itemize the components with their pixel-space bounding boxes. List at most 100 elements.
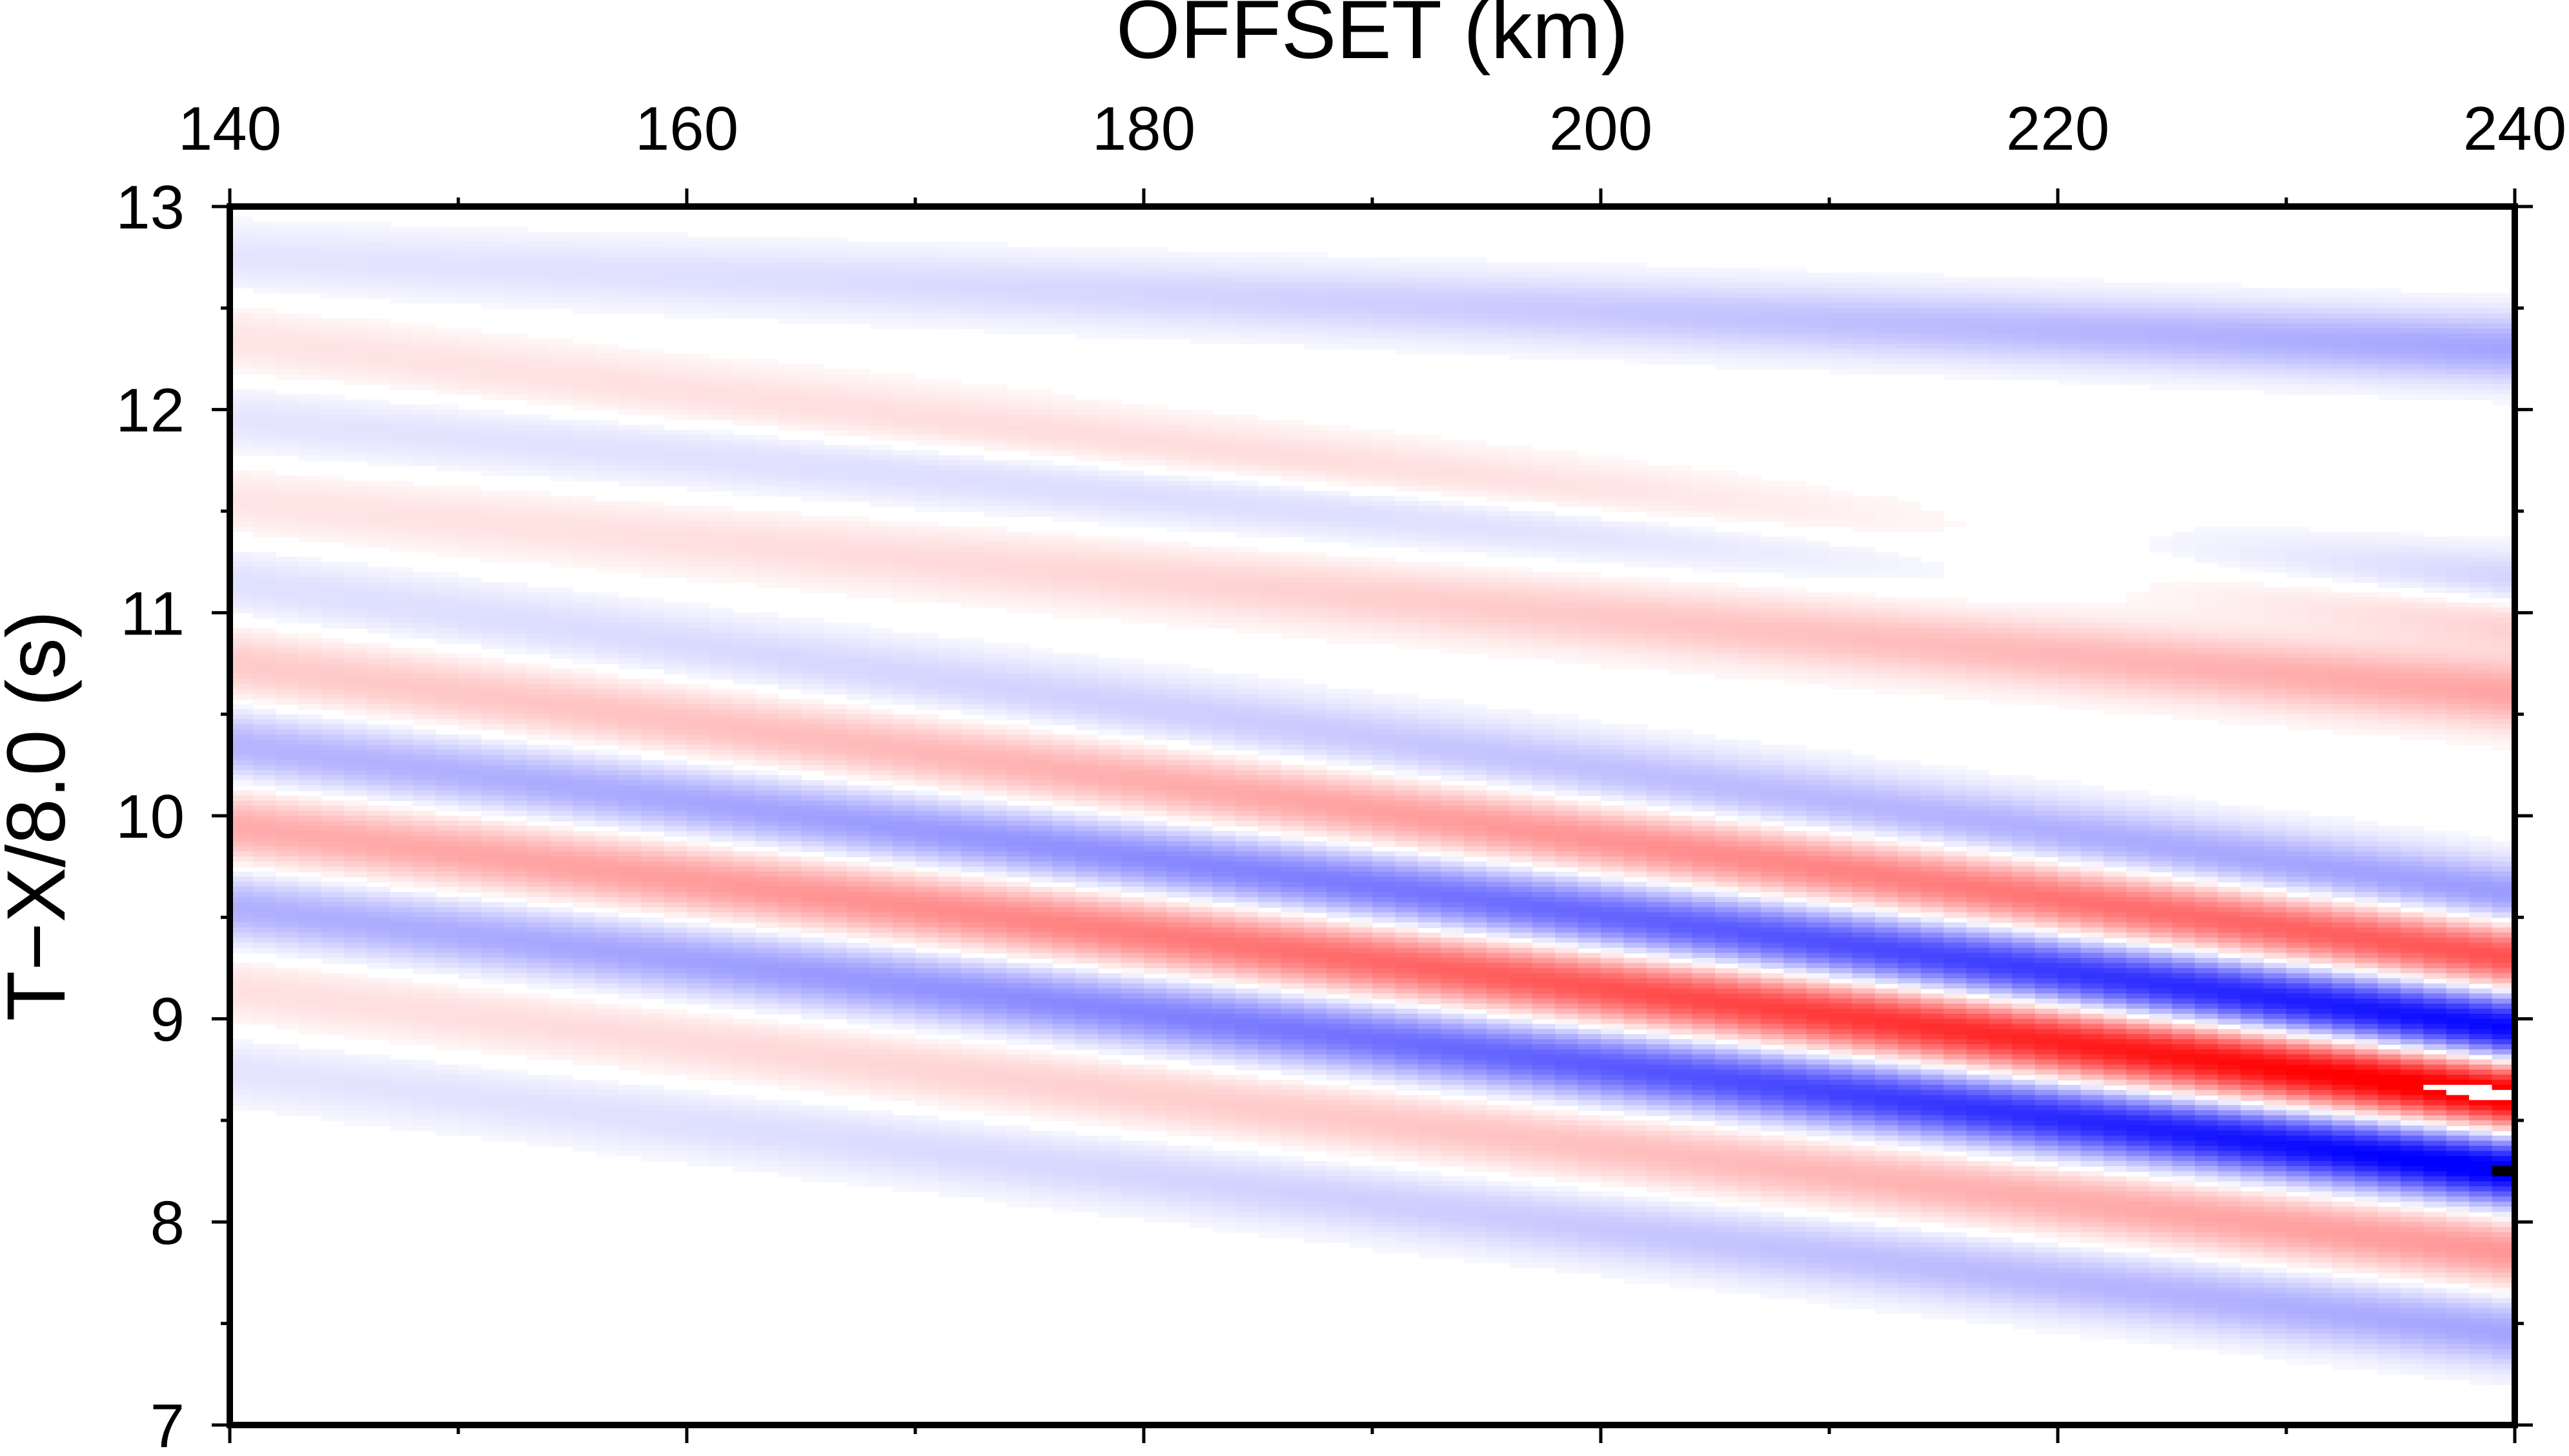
field-cell	[298, 237, 322, 243]
field-cell	[1783, 602, 1807, 609]
field-cell	[869, 272, 893, 279]
field-cell	[1372, 541, 1396, 548]
field-cell	[1417, 567, 1442, 573]
field-cell	[960, 587, 985, 593]
field-cell	[824, 379, 848, 385]
field-cell	[321, 420, 345, 426]
field-cell	[2195, 592, 2219, 598]
field-cell	[1189, 267, 1213, 274]
field-cell	[1303, 343, 1328, 350]
field-cell	[960, 551, 985, 558]
field-cell	[1532, 602, 1556, 609]
field-cell	[503, 379, 528, 385]
field-cell	[344, 597, 368, 603]
field-cell	[1760, 480, 1785, 487]
field-cell	[687, 359, 711, 365]
field-cell	[2286, 338, 2310, 345]
field-cell	[549, 460, 573, 467]
field-cell	[1898, 521, 1922, 527]
field-cell	[1463, 612, 1487, 619]
field-cell	[1372, 323, 1396, 329]
field-cell	[687, 541, 711, 548]
field-cell	[1303, 272, 1328, 279]
field-cell	[435, 577, 459, 583]
field-cell	[1349, 272, 1373, 279]
field-cell	[664, 618, 687, 624]
field-cell	[1441, 333, 1465, 339]
field-cell	[2240, 354, 2264, 359]
field-cell	[458, 247, 482, 253]
field-cell	[389, 480, 414, 487]
field-cell	[481, 551, 505, 558]
field-cell	[481, 450, 505, 456]
field-cell	[1189, 526, 1213, 532]
field-cell	[1235, 567, 1259, 573]
field-cell	[801, 440, 825, 446]
field-cell	[412, 511, 436, 517]
field-cell	[1258, 338, 1282, 345]
field-cell	[1829, 292, 1853, 299]
field-cell	[2309, 547, 2333, 552]
field-cell	[1487, 298, 1510, 304]
field-cell	[549, 541, 573, 548]
field-cell	[1487, 283, 1510, 288]
field-cell	[664, 232, 687, 238]
field-cell	[1806, 618, 1830, 624]
field-cell	[1783, 359, 1807, 365]
field-cell	[1121, 298, 1144, 304]
field-cell	[1235, 313, 1259, 319]
field-cell	[230, 338, 254, 345]
field-cell	[1738, 349, 1762, 355]
field-cell	[732, 460, 756, 467]
field-cell	[1098, 551, 1122, 558]
field-cell	[389, 349, 414, 355]
field-cell	[915, 506, 939, 512]
field-cell	[2240, 308, 2264, 314]
field-cell	[1052, 506, 1076, 512]
field-cell	[1441, 308, 1465, 314]
field-cell	[2080, 333, 2104, 339]
field-cell	[2377, 369, 2401, 375]
field-cell	[1738, 338, 1762, 345]
field-cell	[1920, 618, 1944, 624]
field-cell	[2331, 292, 2356, 299]
field-cell	[1189, 618, 1213, 624]
field-cell	[960, 536, 985, 543]
field-cell	[892, 272, 916, 279]
field-cell	[435, 354, 459, 359]
field-cell	[1509, 490, 1533, 497]
field-cell	[2331, 343, 2356, 350]
field-cell	[1052, 414, 1076, 421]
field-cell	[527, 551, 551, 558]
field-cell	[641, 526, 665, 532]
field-cell	[527, 556, 551, 563]
field-cell	[458, 237, 482, 243]
field-cell	[275, 414, 300, 421]
field-cell	[1441, 612, 1465, 619]
field-cell	[1303, 567, 1328, 573]
field-cell	[1601, 338, 1625, 345]
field-cell	[2446, 328, 2470, 334]
field-cell	[2263, 384, 2287, 390]
field-cell	[915, 267, 939, 274]
field-cell	[2263, 618, 2287, 624]
field-cell	[367, 496, 391, 502]
field-cell	[595, 272, 619, 279]
field-cell	[503, 303, 528, 309]
field-cell	[801, 425, 825, 431]
field-cell	[1760, 283, 1785, 288]
field-cell	[527, 363, 551, 370]
field-cell	[709, 470, 733, 476]
field-cell	[1966, 359, 1990, 365]
field-cell	[275, 283, 300, 288]
field-cell	[1555, 577, 1579, 583]
field-cell	[2331, 567, 2356, 573]
field-cell	[367, 480, 391, 487]
field-cell	[367, 272, 391, 279]
field-cell	[1806, 298, 1830, 304]
field-cell	[1006, 511, 1030, 517]
field-cell	[1760, 485, 1785, 492]
field-cell	[1006, 496, 1030, 502]
field-cell	[641, 465, 665, 472]
field-cell	[1212, 283, 1236, 288]
